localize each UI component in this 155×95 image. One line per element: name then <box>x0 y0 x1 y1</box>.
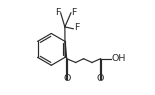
Text: O: O <box>97 74 104 83</box>
Text: F: F <box>71 8 77 17</box>
Text: OH: OH <box>112 54 126 63</box>
Text: O: O <box>63 74 70 83</box>
Text: F: F <box>55 8 60 17</box>
Text: F: F <box>74 23 79 32</box>
